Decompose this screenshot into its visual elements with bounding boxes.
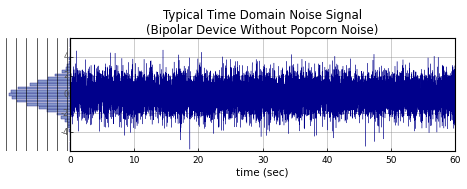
Bar: [55, 74, 70, 77]
X-axis label: time (sec): time (sec): [236, 168, 289, 178]
Bar: [30, 83, 70, 86]
Bar: [47, 109, 70, 112]
Title: Typical Time Domain Noise Signal
(Bipolar Device Without Popcorn Noise): Typical Time Domain Noise Signal (Bipola…: [147, 9, 379, 37]
Text: 0: 0: [64, 90, 69, 99]
Text: -4: -4: [61, 128, 69, 137]
Bar: [18, 87, 70, 89]
Text: 4: 4: [64, 52, 69, 61]
Bar: [61, 116, 70, 119]
Y-axis label: Vn RTI (µV): Vn RTI (µV): [43, 66, 54, 123]
Bar: [62, 70, 70, 73]
Bar: [57, 112, 70, 115]
Bar: [38, 80, 70, 83]
Text: -2: -2: [61, 109, 69, 118]
Bar: [12, 96, 70, 99]
Bar: [65, 119, 70, 122]
Bar: [48, 77, 70, 80]
Bar: [66, 67, 70, 70]
Bar: [27, 103, 70, 106]
Bar: [68, 122, 70, 125]
Bar: [39, 106, 70, 109]
Bar: [68, 125, 70, 128]
Bar: [9, 93, 70, 96]
Bar: [11, 90, 70, 93]
Bar: [67, 64, 70, 67]
Bar: [17, 100, 70, 102]
Bar: [69, 61, 70, 64]
Text: 2: 2: [64, 71, 69, 80]
